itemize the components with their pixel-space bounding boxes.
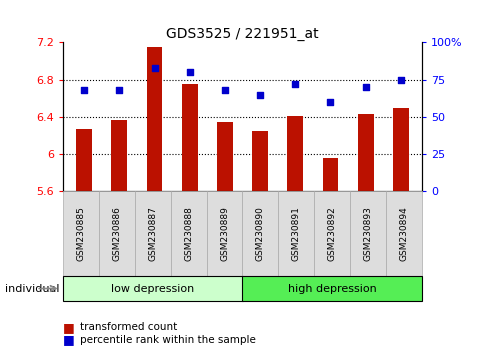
Bar — [287, 116, 302, 191]
Text: individual: individual — [5, 284, 59, 293]
Text: GSM230889: GSM230889 — [220, 206, 228, 261]
Point — [115, 87, 123, 93]
Point — [221, 87, 228, 93]
Bar — [111, 120, 127, 191]
Text: GSM230886: GSM230886 — [112, 206, 121, 261]
Text: ■: ■ — [63, 321, 75, 334]
Point — [185, 69, 193, 75]
Text: low depression: low depression — [111, 284, 194, 293]
Text: GSM230888: GSM230888 — [184, 206, 193, 261]
Text: transformed count: transformed count — [80, 322, 177, 332]
Bar — [392, 108, 408, 191]
Text: percentile rank within the sample: percentile rank within the sample — [80, 335, 256, 345]
Point — [326, 99, 333, 105]
Point — [80, 87, 88, 93]
Text: GSM230894: GSM230894 — [399, 206, 408, 261]
Bar — [182, 84, 197, 191]
Text: GSM230890: GSM230890 — [256, 206, 264, 261]
Text: GSM230891: GSM230891 — [291, 206, 300, 261]
Bar — [216, 122, 232, 191]
Text: GSM230893: GSM230893 — [363, 206, 372, 261]
Point — [256, 92, 263, 97]
Point — [151, 65, 158, 70]
Point — [396, 77, 404, 82]
Text: GSM230885: GSM230885 — [76, 206, 85, 261]
Title: GDS3525 / 221951_at: GDS3525 / 221951_at — [166, 28, 318, 41]
Text: GSM230892: GSM230892 — [327, 206, 336, 261]
Point — [291, 81, 299, 87]
Bar — [76, 129, 92, 191]
Text: high depression: high depression — [287, 284, 376, 293]
Text: ■: ■ — [63, 333, 75, 346]
Point — [361, 84, 369, 90]
Bar — [252, 131, 268, 191]
Bar — [146, 47, 162, 191]
Text: GSM230887: GSM230887 — [148, 206, 157, 261]
Bar — [357, 114, 373, 191]
Bar — [322, 158, 338, 191]
